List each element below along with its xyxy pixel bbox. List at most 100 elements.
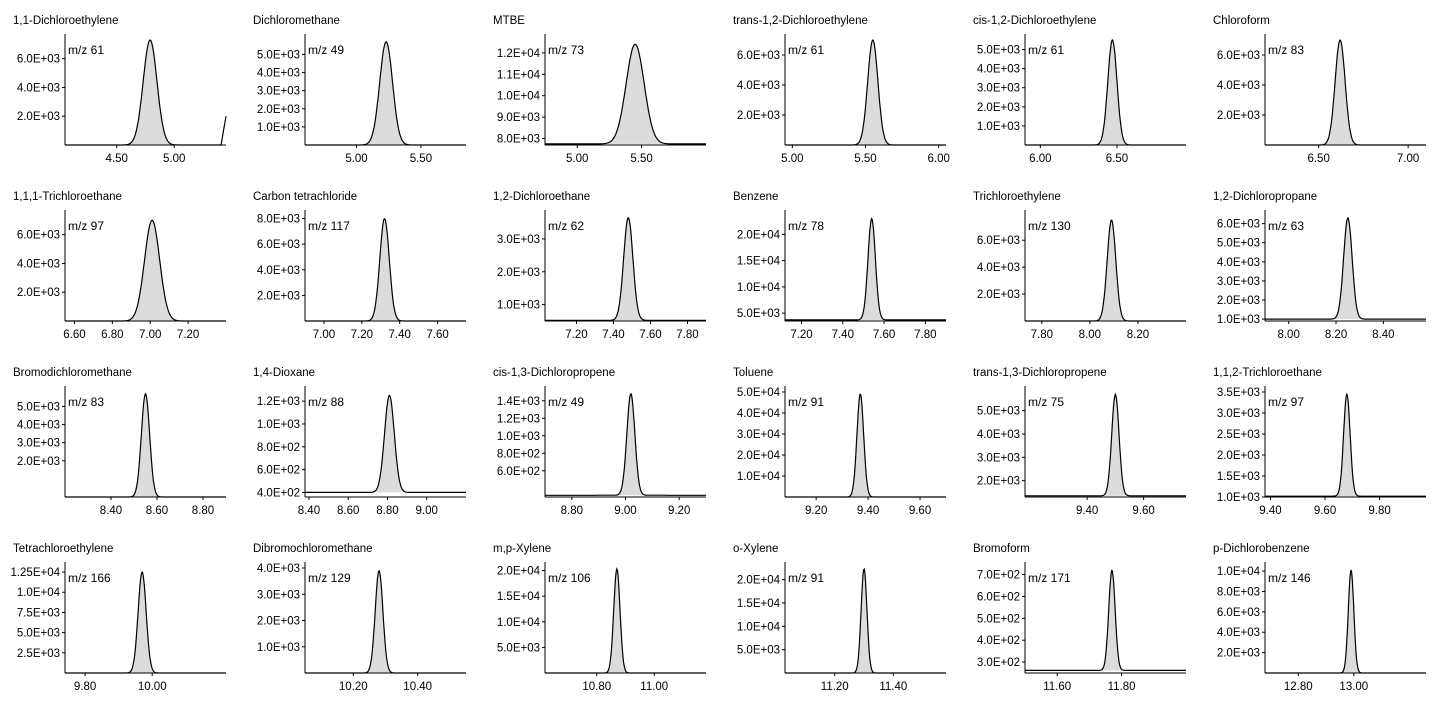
ion-label: m/z 75 bbox=[1028, 395, 1065, 409]
chromatogram-plot: 1.0E+03 1.5E+03 2.0E+03 2.5E+03 3.0E+03 3.5E+… bbox=[1217, 386, 1426, 517]
x-tick-label: 8.00 bbox=[1079, 329, 1101, 341]
compound-title: cis-1,3-Dichloropropene bbox=[493, 367, 616, 379]
x-tick-label: 8.40 bbox=[100, 505, 122, 517]
y-tick-label: 2.0E+03 bbox=[17, 111, 60, 123]
ion-label: m/z 91 bbox=[788, 571, 825, 585]
y-tick-label: 4.0E+03 bbox=[977, 64, 1020, 76]
peak-area bbox=[133, 393, 158, 497]
x-tick-label: 7.60 bbox=[426, 329, 448, 341]
peak-area bbox=[619, 393, 643, 496]
chromatogram-panel: Benzene 5.0E+03 1.0E+04 1.5E+04 2.0E+04 7.20 7… bbox=[720, 176, 960, 346]
compound-title: o-Xylene bbox=[733, 543, 779, 555]
compound-title: trans-1,3-Dichloropropene bbox=[973, 367, 1107, 379]
y-tick-label: 1.1E+04 bbox=[497, 69, 541, 81]
y-tick-label: 3.0E+03 bbox=[977, 83, 1020, 95]
y-tick-label: 5.0E+03 bbox=[1217, 238, 1260, 250]
ion-label: m/z 83 bbox=[68, 395, 105, 409]
y-tick-label: 2.0E+03 bbox=[17, 456, 60, 468]
x-tick-label: 6.80 bbox=[101, 329, 123, 341]
y-tick-label: 6.0E+03 bbox=[737, 50, 780, 62]
ion-label: m/z 61 bbox=[68, 43, 105, 57]
x-tick-label: 8.60 bbox=[146, 505, 168, 517]
x-tick-label: 10.40 bbox=[403, 681, 432, 693]
x-tick-label: 9.60 bbox=[909, 505, 931, 517]
x-tick-label: 7.40 bbox=[602, 329, 624, 341]
y-tick-label: 5.0E+03 bbox=[17, 401, 60, 413]
chromatogram-plot: 2.0E+03 4.0E+03 6.0E+03 7.80 8.00 8.20 bbox=[977, 210, 1186, 341]
y-tick-label: 5.0E+03 bbox=[977, 406, 1020, 418]
peak-area bbox=[129, 220, 175, 321]
x-tick-label: 11.00 bbox=[640, 681, 668, 693]
x-tick-label: 9.40 bbox=[857, 505, 879, 517]
x-tick-label: 9.80 bbox=[74, 681, 96, 693]
x-tick-label: 7.20 bbox=[177, 329, 199, 341]
y-tick-label: 4.0E+03 bbox=[977, 262, 1020, 274]
y-tick-label: 3.0E+04 bbox=[737, 429, 781, 441]
chromatogram-plot: 2.0E+03 4.0E+03 6.0E+03 8.0E+03 1.0E+04 12.80… bbox=[1217, 562, 1426, 693]
x-tick-label: 4.50 bbox=[106, 153, 128, 165]
y-tick-label: 4.0E+03 bbox=[257, 563, 300, 575]
x-tick-label: 8.00 bbox=[1277, 329, 1299, 341]
x-tick-label: 11.40 bbox=[879, 681, 907, 693]
ion-label: m/z 62 bbox=[548, 219, 585, 233]
chromatogram-plot: 2.0E+03 4.0E+03 6.0E+03 4.50 5.00 bbox=[17, 34, 227, 165]
chromatogram-panel: trans-1,3-Dichloropropene 2.0E+03 3.0E+03 4… bbox=[960, 352, 1200, 522]
chromatogram-panel: Trichloroethylene 2.0E+03 4.0E+03 6.0E+03 7.… bbox=[960, 176, 1200, 346]
chromatogram-panel: 1,4-Dioxane 4.0E+02 6.0E+02 8.0E+02 1.0E+03 1… bbox=[240, 352, 480, 522]
x-tick-label: 8.20 bbox=[1325, 329, 1347, 341]
y-tick-label: 1.0E+03 bbox=[1217, 492, 1260, 504]
ion-label: m/z 88 bbox=[308, 395, 345, 409]
x-tick-label: 12.80 bbox=[1284, 681, 1313, 693]
y-tick-label: 1.5E+03 bbox=[1217, 471, 1260, 483]
chromatogram-plot: 5.0E+03 1.0E+04 1.5E+04 2.0E+04 11.20 11.40 bbox=[737, 562, 946, 693]
x-tick-label: 7.40 bbox=[389, 329, 411, 341]
y-tick-label: 1.0E+04 bbox=[1217, 566, 1261, 578]
compound-title: Dibromochloromethane bbox=[253, 543, 373, 555]
compound-title: cis-1,2-Dichloroethylene bbox=[973, 15, 1097, 27]
peak-area bbox=[367, 570, 391, 673]
ion-label: m/z 63 bbox=[1268, 219, 1305, 233]
y-tick-label: 1.0E+03 bbox=[257, 642, 300, 654]
y-tick-label: 2.5E+03 bbox=[17, 648, 60, 660]
x-tick-label: 6.50 bbox=[1106, 153, 1128, 165]
chromatogram-panel: trans-1,2-Dichloroethylene 2.0E+03 4.0E+03… bbox=[720, 0, 960, 170]
y-tick-label: 2.0E+03 bbox=[17, 287, 60, 299]
signal-trace bbox=[1025, 569, 1186, 671]
y-tick-label: 4.0E+03 bbox=[977, 429, 1020, 441]
x-tick-label: 6.60 bbox=[63, 329, 85, 341]
signal-trace bbox=[305, 394, 466, 493]
y-tick-label: 8.0E+03 bbox=[1217, 586, 1260, 598]
ion-label: m/z 97 bbox=[68, 219, 105, 233]
x-tick-label: 5.00 bbox=[781, 153, 803, 165]
y-tick-label: 8.0E+03 bbox=[497, 134, 540, 146]
compound-title: p-Dichlorobenzene bbox=[1213, 543, 1310, 555]
x-tick-label: 5.50 bbox=[630, 153, 652, 165]
x-tick-label: 8.60 bbox=[337, 505, 359, 517]
compound-title: Toluene bbox=[733, 367, 774, 379]
y-tick-label: 2.0E+03 bbox=[977, 289, 1020, 301]
x-tick-label: 5.50 bbox=[410, 153, 432, 165]
x-tick-label: 11.20 bbox=[821, 681, 849, 693]
x-tick-label: 9.00 bbox=[614, 505, 636, 517]
ion-label: m/z 78 bbox=[788, 219, 825, 233]
y-tick-label: 5.0E+03 bbox=[257, 49, 300, 61]
peak-area bbox=[370, 218, 399, 321]
y-tick-label: 2.5E+03 bbox=[1217, 429, 1260, 441]
x-tick-label: 10.00 bbox=[138, 681, 167, 693]
x-tick-label: 7.80 bbox=[914, 329, 936, 341]
y-tick-label: 3.0E+02 bbox=[977, 657, 1020, 669]
chromatogram-panel: o-Xylene 5.0E+03 1.0E+04 1.5E+04 2.0E+04 11.2… bbox=[720, 528, 960, 698]
peak-area bbox=[1335, 217, 1361, 320]
y-tick-label: 6.0E+03 bbox=[1217, 607, 1260, 619]
x-tick-label: 7.80 bbox=[1031, 329, 1053, 341]
y-tick-label: 1.2E+04 bbox=[497, 48, 541, 60]
peak-area bbox=[855, 569, 873, 673]
y-tick-label: 5.0E+02 bbox=[977, 613, 1020, 625]
y-tick-label: 6.0E+02 bbox=[257, 465, 300, 477]
ion-label: m/z 166 bbox=[68, 571, 111, 585]
ion-label: m/z 73 bbox=[548, 43, 585, 57]
ion-label: m/z 130 bbox=[1028, 219, 1071, 233]
x-tick-label: 9.80 bbox=[1368, 505, 1390, 517]
y-tick-label: 8.0E+02 bbox=[257, 442, 300, 454]
x-tick-label: 7.60 bbox=[639, 329, 661, 341]
